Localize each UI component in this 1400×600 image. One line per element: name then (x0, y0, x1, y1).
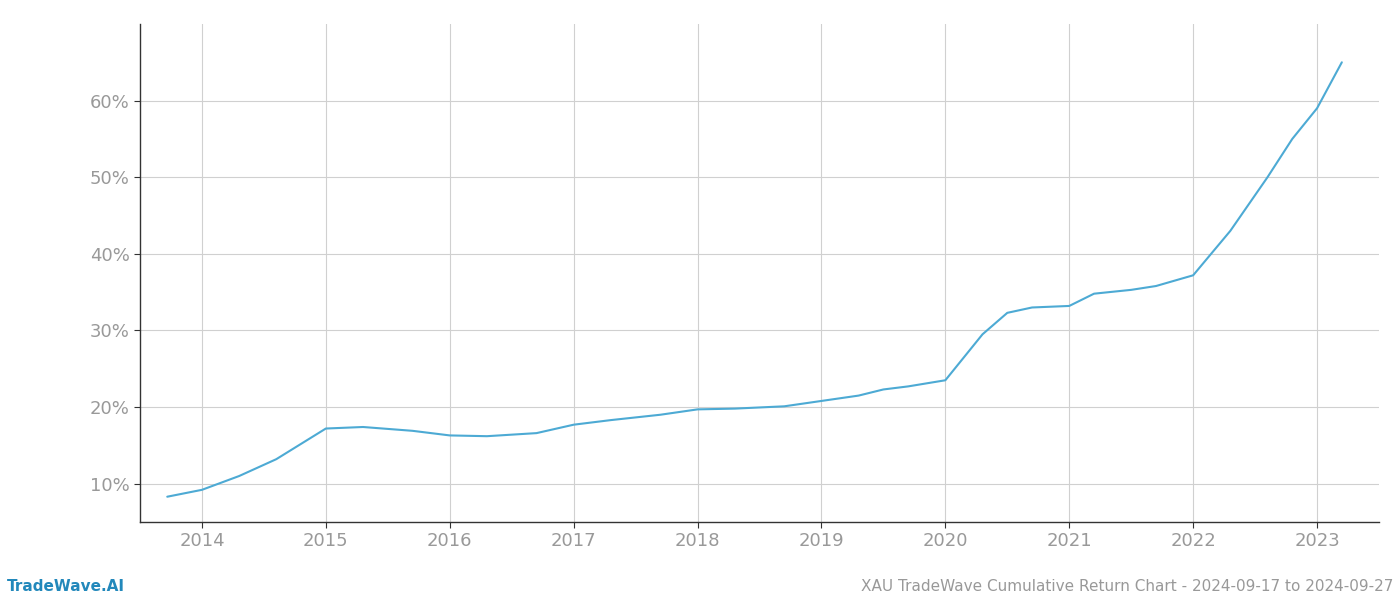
Text: TradeWave.AI: TradeWave.AI (7, 579, 125, 594)
Text: XAU TradeWave Cumulative Return Chart - 2024-09-17 to 2024-09-27: XAU TradeWave Cumulative Return Chart - … (861, 579, 1393, 594)
